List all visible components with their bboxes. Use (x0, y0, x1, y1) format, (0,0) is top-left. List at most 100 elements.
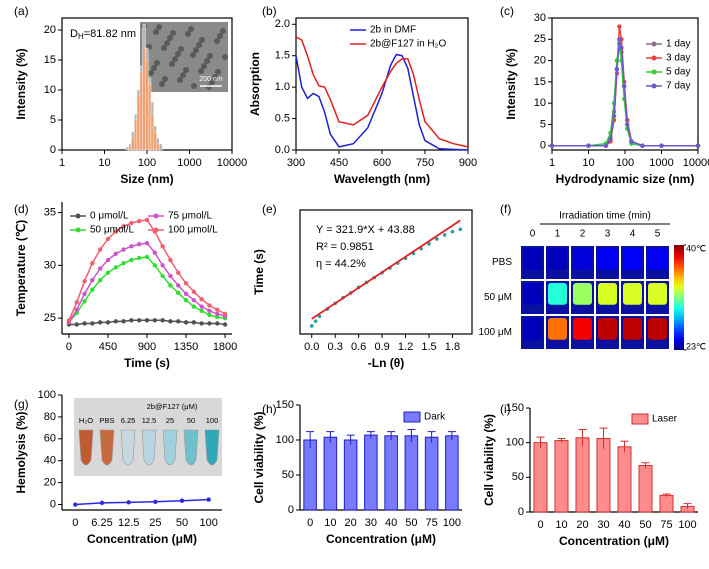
inset-particle (167, 35, 173, 41)
inset-particle (215, 69, 221, 75)
error-bar (536, 436, 545, 449)
y-tick-label: 20 (44, 24, 56, 36)
marker (160, 263, 165, 268)
heat-cell (573, 248, 592, 270)
annotation-part: H (78, 32, 84, 41)
scatter-point (427, 242, 431, 246)
x-tick-label: 0 (72, 517, 78, 529)
inset-particle (185, 31, 191, 37)
heat-cell (523, 318, 542, 340)
inset-label: 12.5 (142, 416, 157, 425)
x-axis-label: Concentration (μM) (87, 532, 197, 546)
annotation-part: =81.82 nm (84, 28, 136, 40)
heat-cell (623, 248, 642, 270)
heat-cell (648, 248, 667, 270)
x-tick-label: 1 (549, 157, 555, 169)
inset-particle (153, 29, 159, 35)
annotation: R² = 0.9851 (316, 241, 374, 253)
marker (160, 318, 165, 323)
marker (206, 497, 211, 502)
marker (90, 287, 95, 292)
marker (136, 242, 142, 247)
inset-particle (220, 28, 226, 34)
x-axis-label: Time (s) (124, 356, 170, 370)
x-tick-label: 0.6 (351, 341, 366, 353)
error-bar (427, 431, 436, 443)
tube (162, 429, 178, 466)
x-tick-label: 30 (597, 519, 609, 531)
marker (168, 273, 173, 279)
x-tick-label: 0.0 (304, 341, 319, 353)
x-tick-label: 25 (149, 517, 161, 529)
fit-line (311, 219, 461, 320)
marker (113, 319, 118, 324)
x-tick-label: 40 (618, 519, 630, 531)
histogram-bar (159, 143, 163, 151)
scale-label: 200 nm (199, 76, 223, 83)
x-tick-label: 1000 (649, 157, 673, 169)
y-tick-label: 1.0 (275, 81, 290, 93)
marker (695, 143, 701, 148)
x-tick-label: 20 (576, 519, 588, 531)
heat-cell (623, 283, 642, 305)
inset-label: 50 (187, 416, 195, 425)
marker (215, 311, 220, 317)
error-bar (620, 440, 629, 453)
heat-cell (648, 283, 667, 305)
column-label: 1 (555, 229, 561, 240)
x-tick-label: 1.8 (445, 341, 460, 353)
x-tick-label: 100 (138, 157, 156, 169)
marker (90, 277, 95, 283)
error-bar (641, 462, 650, 469)
column-label: 0 (530, 229, 536, 240)
bar (617, 446, 632, 513)
marker (183, 320, 189, 325)
legend-label: 1 day (666, 39, 690, 50)
y-tick-label: 1.5 (275, 50, 290, 62)
y-tick-label: 100 (506, 437, 524, 449)
y-tick-label: 100 (38, 389, 56, 401)
marker (136, 218, 142, 224)
marker (90, 321, 95, 326)
series-line (295, 53, 469, 151)
panel-label: (c) (500, 4, 514, 18)
marker (105, 320, 111, 325)
marker (659, 143, 664, 148)
error-bar (683, 503, 692, 510)
marker (74, 300, 79, 305)
error-bar (578, 428, 587, 447)
histogram-bar (148, 83, 152, 151)
marker (136, 318, 142, 323)
error-bar (599, 427, 608, 449)
marker (129, 244, 134, 249)
histogram-bar (150, 113, 154, 151)
plot-frame (299, 209, 473, 335)
inset-particle (201, 63, 207, 69)
x-tick-label: 1350 (174, 341, 198, 353)
scatter-point (313, 319, 318, 323)
scatter-point (435, 237, 439, 241)
y-tick-label: 25 (534, 33, 546, 45)
error-bar (447, 431, 456, 440)
legend-marker (651, 55, 657, 61)
bar (384, 435, 398, 511)
y-axis-label: Absorption (248, 52, 262, 116)
heat-cell (573, 318, 592, 340)
marker (105, 257, 111, 263)
x-tick-label: 12.5 (118, 517, 139, 529)
annotation: DH=81.82 nm (70, 28, 136, 41)
marker (640, 143, 645, 148)
bar (343, 439, 358, 511)
inset-label: H₂O (79, 416, 93, 425)
histogram-bar (134, 119, 138, 151)
marker (215, 307, 220, 312)
marker (207, 303, 212, 308)
legend-marker (75, 227, 81, 233)
legend-label: 7 day (666, 81, 690, 92)
marker (129, 257, 134, 263)
y-tick-label: 40 (44, 455, 56, 467)
marker (621, 83, 627, 89)
panel-label: (a) (14, 4, 29, 18)
x-tick-label: 10 (98, 157, 110, 169)
marker (611, 113, 617, 119)
